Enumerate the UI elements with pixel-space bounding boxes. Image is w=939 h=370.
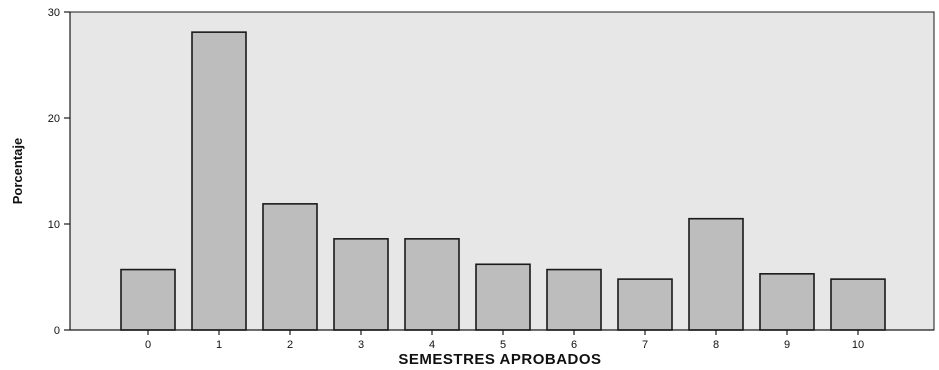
bar-0 (120, 268, 176, 331)
y-tick-label: 0 (54, 325, 60, 337)
x-tick-label: 1 (216, 339, 222, 351)
x-tick-label: 7 (642, 339, 648, 351)
bar-10 (830, 278, 886, 331)
x-tick-label: 0 (145, 339, 151, 351)
bar-9 (759, 273, 815, 331)
bar-5 (475, 263, 531, 331)
x-tick-label: 9 (784, 339, 790, 351)
x-tick-label: 6 (571, 339, 577, 351)
x-tick-label: 8 (713, 339, 719, 351)
x-tick-label: 3 (358, 339, 364, 351)
y-axis: 0 10 20 30 (48, 7, 71, 337)
bars-group (120, 31, 886, 331)
x-tick-label: 10 (852, 339, 864, 351)
bar-2 (262, 203, 318, 331)
y-tick-label: 30 (48, 7, 60, 19)
x-axis-title: SEMESTRES APROBADOS (398, 351, 601, 368)
bar-3 (333, 238, 389, 331)
bar-1 (191, 31, 247, 331)
bar-6 (546, 268, 602, 331)
x-tick-label: 4 (429, 339, 435, 351)
y-tick-label: 20 (48, 113, 60, 125)
x-tick-label: 2 (287, 339, 293, 351)
bar-8 (688, 217, 744, 331)
bar-4 (404, 238, 460, 331)
x-axis: 0 1 2 3 4 5 6 7 8 9 10 (70, 329, 934, 351)
y-axis-title: Porcentaje (10, 138, 25, 204)
bar-7 (617, 278, 673, 331)
y-tick-label: 10 (48, 219, 60, 231)
x-tick-label: 5 (500, 339, 506, 351)
